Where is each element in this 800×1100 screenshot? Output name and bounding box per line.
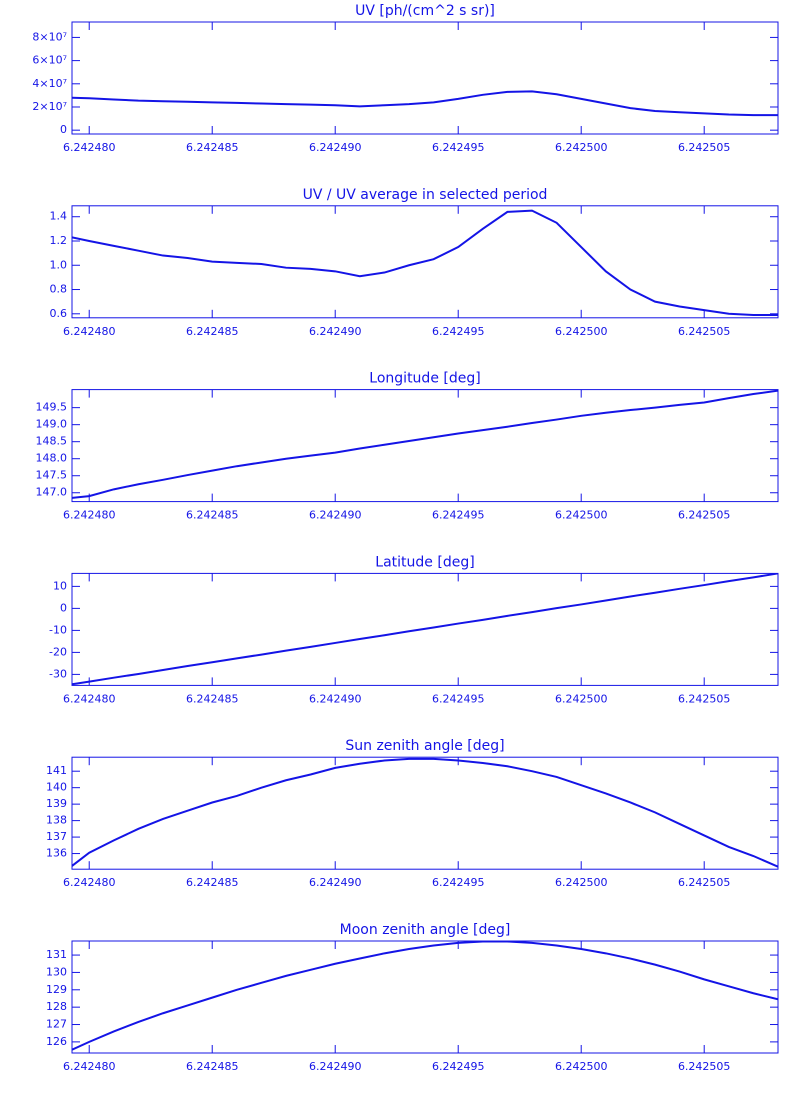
- y-tick-label: 128: [46, 1000, 67, 1013]
- x-tick-label: 6.242505: [678, 141, 731, 154]
- y-tick-label: 149.0: [36, 418, 68, 431]
- x-tick-label: 6.242485: [186, 692, 239, 705]
- data-line: [72, 941, 778, 1051]
- plot-frame: [71, 389, 779, 503]
- y-tick-label: 1.4: [50, 210, 68, 223]
- y-tick-label: 148.5: [36, 435, 68, 448]
- x-tick-label: 6.242480: [63, 692, 116, 705]
- panel-title: Longitude [deg]: [369, 371, 480, 387]
- x-tick-label: 6.242500: [555, 325, 608, 338]
- x-tick-label: 6.242505: [678, 692, 731, 705]
- x-tick-label: 6.242500: [555, 876, 608, 889]
- panel-title: UV / UV average in selected period: [303, 187, 548, 203]
- y-tick-label: 131: [46, 948, 67, 961]
- y-tick-label: -10: [49, 623, 67, 636]
- y-tick-label: 0: [60, 123, 67, 136]
- y-tick-label: 137: [46, 830, 67, 843]
- plot-frame: [71, 205, 779, 319]
- plot-frame: [71, 940, 779, 1054]
- y-tick-label: 8×10⁷: [32, 30, 67, 43]
- x-tick-label: 6.242480: [63, 876, 116, 889]
- data-line: [72, 209, 778, 317]
- y-tick-label: 138: [46, 814, 67, 827]
- y-tick-label: 2×10⁷: [32, 100, 67, 113]
- y-tick-label: 127: [46, 1018, 67, 1031]
- x-tick-label: 6.242505: [678, 325, 731, 338]
- data-line: [72, 90, 778, 117]
- x-tick-label: 6.242500: [555, 509, 608, 522]
- y-tick-label: 147.0: [36, 486, 68, 499]
- panel-title: UV [ph/(cm^2 s sr)]: [355, 3, 495, 19]
- x-tick-label: 6.242490: [309, 692, 362, 705]
- x-tick-label: 6.242500: [555, 141, 608, 154]
- plot-frame: [71, 21, 779, 135]
- x-tick-label: 6.242480: [63, 325, 116, 338]
- x-tick-label: 6.242495: [432, 692, 485, 705]
- panel-title: Moon zenith angle [deg]: [340, 922, 511, 938]
- x-tick-label: 6.242500: [555, 1060, 608, 1073]
- y-tick-label: 0: [60, 601, 67, 614]
- y-tick-label: 4×10⁷: [32, 77, 67, 90]
- x-tick-label: 6.242505: [678, 876, 731, 889]
- x-tick-label: 6.242490: [309, 509, 362, 522]
- x-tick-label: 6.242490: [309, 1060, 362, 1073]
- y-tick-label: 136: [46, 847, 67, 860]
- x-tick-label: 6.242505: [678, 1060, 731, 1073]
- panel-title: Latitude [deg]: [375, 554, 474, 570]
- x-tick-label: 6.242485: [186, 325, 239, 338]
- panel-title: Sun zenith angle [deg]: [345, 738, 504, 754]
- y-tick-label: 149.5: [36, 401, 68, 414]
- y-tick-label: 139: [46, 797, 67, 810]
- x-tick-label: 6.242485: [186, 876, 239, 889]
- x-tick-label: 6.242480: [63, 141, 116, 154]
- y-tick-label: 10: [53, 579, 67, 592]
- y-tick-label: 148.0: [36, 452, 68, 465]
- x-tick-label: 6.242490: [309, 141, 362, 154]
- y-tick-label: 1.0: [50, 258, 68, 271]
- y-tick-label: 140: [46, 781, 67, 794]
- x-tick-label: 6.242480: [63, 1060, 116, 1073]
- data-line: [72, 389, 778, 499]
- data-line: [72, 757, 778, 868]
- plot-frame: [71, 572, 779, 686]
- x-tick-label: 6.242495: [432, 509, 485, 522]
- y-tick-label: 6×10⁷: [32, 54, 67, 67]
- y-tick-label: -20: [49, 645, 67, 658]
- plot-frame: [71, 756, 779, 870]
- x-tick-label: 6.242495: [432, 325, 485, 338]
- y-tick-label: 0.6: [50, 307, 68, 320]
- x-tick-label: 6.242505: [678, 509, 731, 522]
- x-tick-label: 6.242485: [186, 1060, 239, 1073]
- x-tick-label: 6.242485: [186, 509, 239, 522]
- x-tick-label: 6.242485: [186, 141, 239, 154]
- data-line: [72, 573, 778, 686]
- y-tick-label: 147.5: [36, 469, 68, 482]
- y-tick-label: 130: [46, 965, 67, 978]
- x-tick-label: 6.242495: [432, 141, 485, 154]
- x-tick-label: 6.242490: [309, 325, 362, 338]
- x-tick-label: 6.242490: [309, 876, 362, 889]
- y-tick-label: 129: [46, 983, 67, 996]
- x-tick-label: 6.242495: [432, 876, 485, 889]
- y-tick-label: 126: [46, 1035, 67, 1048]
- x-tick-label: 6.242500: [555, 692, 608, 705]
- y-tick-label: 0.8: [50, 283, 68, 296]
- x-tick-label: 6.242495: [432, 1060, 485, 1073]
- x-tick-label: 6.242480: [63, 509, 116, 522]
- y-tick-label: 141: [46, 764, 67, 777]
- y-tick-label: 1.2: [50, 234, 68, 247]
- y-tick-label: -30: [49, 667, 67, 680]
